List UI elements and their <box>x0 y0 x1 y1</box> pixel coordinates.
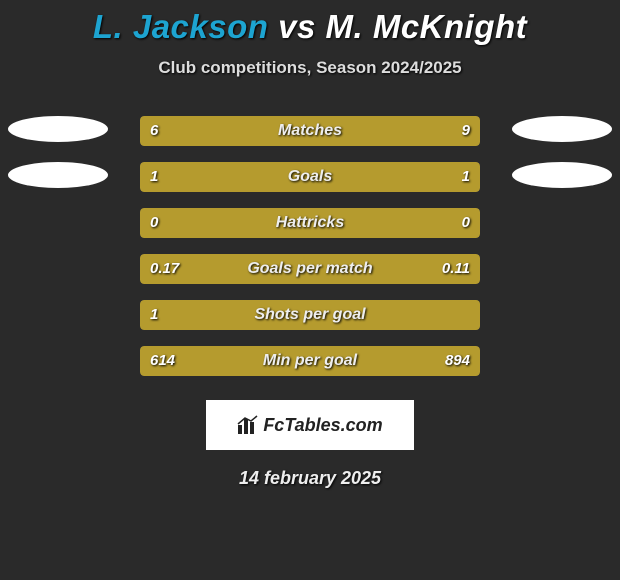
stat-row: Goals11 <box>0 154 620 200</box>
stat-bar: Hattricks00 <box>140 208 480 238</box>
stat-bar: Shots per goal1 <box>140 300 480 330</box>
bars-icon <box>237 415 259 435</box>
team-badge-right <box>512 162 612 188</box>
source-text: FcTables.com <box>263 415 382 436</box>
stat-bar: Goals per match0.170.11 <box>140 254 480 284</box>
stat-row: Goals per match0.170.11 <box>0 246 620 292</box>
player1-name: L. Jackson <box>93 8 269 45</box>
bar-fill-right <box>310 208 480 238</box>
stat-row: Min per goal614894 <box>0 338 620 384</box>
footer-date: 14 february 2025 <box>0 468 620 489</box>
bar-fill-left <box>140 116 276 146</box>
source-badge: FcTables.com <box>206 400 414 450</box>
bar-fill-left <box>140 208 310 238</box>
h2h-stats-card: L. Jackson vs M. McKnight Club competiti… <box>0 0 620 489</box>
stat-rows: Matches69 Goals11 Hattricks00 Goals per mat… <box>0 108 620 384</box>
stat-bar: Matches69 <box>140 116 480 146</box>
stat-bar: Min per goal614894 <box>140 346 480 376</box>
bar-fill-left <box>140 300 480 330</box>
bar-fill-right <box>276 346 480 376</box>
stat-row: Shots per goal1 <box>0 292 620 338</box>
team-badge-right <box>512 116 612 142</box>
team-badge-left <box>8 162 108 188</box>
bar-fill-left <box>140 254 344 284</box>
subtitle: Club competitions, Season 2024/2025 <box>0 58 620 78</box>
stat-bar: Goals11 <box>140 162 480 192</box>
bar-fill-right <box>310 162 480 192</box>
player2-name: M. McKnight <box>326 8 528 45</box>
team-badge-left <box>8 116 108 142</box>
page-title: L. Jackson vs M. McKnight <box>0 8 620 46</box>
bar-fill-left <box>140 162 310 192</box>
bar-fill-right <box>276 116 480 146</box>
bar-fill-right <box>344 254 480 284</box>
stat-row: Matches69 <box>0 108 620 154</box>
stat-row: Hattricks00 <box>0 200 620 246</box>
vs-label: vs <box>278 8 316 45</box>
bar-fill-left <box>140 346 276 376</box>
